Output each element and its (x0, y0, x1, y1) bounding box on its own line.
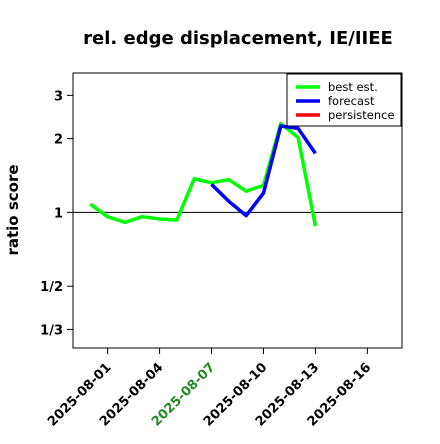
plot-frame (72, 72, 403, 349)
y-tick-label: 2 (54, 133, 63, 148)
y-tick-label: 1/2 (40, 280, 63, 295)
series-layer (89, 121, 318, 227)
y-tick-label: 3 (54, 89, 63, 104)
legend-label: persistence (328, 108, 395, 122)
y-tick-label: 1/3 (40, 323, 63, 338)
legend-label: forecast (328, 94, 375, 108)
y-axis-label: ratio score (4, 164, 22, 255)
y-axis-ticks: 1/3 1/2 1 2 3 (40, 89, 73, 338)
legend-label: best est. (328, 80, 378, 94)
series-line-forecast (210, 124, 317, 218)
y-tick-label: 1 (54, 206, 63, 221)
chart-title: rel. edge displacement, IE/IIEE (83, 28, 393, 49)
